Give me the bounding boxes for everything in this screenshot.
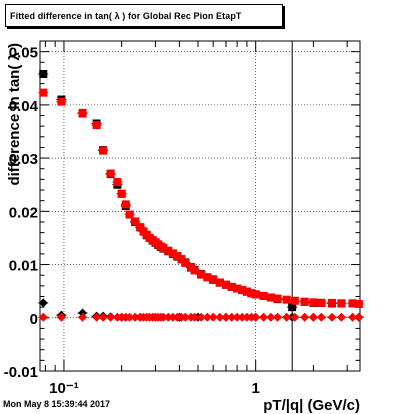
- axis-layer: [39, 40, 361, 372]
- data-point-diamond: [259, 312, 269, 322]
- data-point-square: [125, 210, 134, 219]
- data-point-diamond: [266, 312, 276, 322]
- data-point-square: [251, 290, 260, 299]
- data-point-square: [164, 246, 173, 255]
- data-point-diamond: [300, 312, 310, 322]
- data-point-diamond: [221, 312, 231, 322]
- data-point-diamond: [336, 312, 346, 322]
- data-layer: [38, 70, 364, 322]
- data-point-diamond: [354, 312, 364, 322]
- chart-title: Fitted difference in tan( λ ) for Global…: [10, 10, 242, 21]
- data-point-square: [173, 252, 182, 261]
- data-point-diamond: [316, 312, 326, 322]
- y-tick-label: 0.04: [9, 98, 39, 115]
- data-point-diamond: [125, 312, 135, 322]
- data-point-square: [337, 299, 346, 308]
- data-point-square: [39, 88, 48, 97]
- y-tick-label: 0.01: [9, 258, 38, 275]
- label-layer: -0.01 0 0.01 0.02 0.03 0.04 0.05 10⁻¹ 1pT/|q| (G…: [4, 43, 360, 414]
- data-point-diamond: [348, 312, 358, 322]
- y-tick-label: 0.05: [9, 45, 38, 62]
- data-point-diamond: [190, 312, 200, 322]
- data-point-square: [39, 70, 48, 78]
- data-point-square: [354, 299, 363, 308]
- data-point-diamond: [227, 312, 237, 322]
- data-point-square: [348, 299, 357, 308]
- data-point-square: [327, 298, 336, 307]
- y-tick-label: -0.01: [4, 364, 38, 381]
- data-point-square: [300, 297, 309, 306]
- data-point-square: [99, 146, 108, 155]
- x-axis-title: pT/|q| (GeV/c): [263, 397, 360, 414]
- data-point-square: [106, 169, 115, 178]
- x-tick-label: 1: [252, 380, 260, 397]
- data-point-diamond: [38, 312, 48, 322]
- data-point-square: [197, 270, 206, 279]
- plot-frame: [39, 40, 361, 372]
- grid-layer: [40, 41, 360, 372]
- data-point-square: [309, 298, 318, 307]
- data-point-diamond: [327, 312, 337, 322]
- data-point-square: [266, 293, 275, 302]
- data-point-square: [159, 244, 168, 253]
- data-point-square: [215, 278, 224, 287]
- title-box: Fitted difference in tan( λ ) for Global…: [5, 4, 283, 27]
- data-point-diamond: [38, 298, 48, 308]
- data-point-square: [92, 121, 101, 130]
- data-point-square: [247, 289, 256, 298]
- data-point-square: [290, 296, 299, 305]
- data-point-diamond: [232, 312, 242, 322]
- data-point-square: [273, 294, 282, 303]
- data-point-diamond: [130, 312, 140, 322]
- data-point-diamond: [273, 312, 283, 322]
- data-point-square: [288, 303, 297, 312]
- data-point-diamond: [56, 312, 66, 322]
- data-point-diamond: [92, 312, 102, 322]
- data-point-diamond: [290, 312, 300, 322]
- data-point-square: [117, 189, 126, 198]
- data-point-diamond: [215, 312, 225, 322]
- data-point-square: [181, 258, 190, 267]
- timestamp-footer: Mon May 8 15:39:44 2017: [3, 399, 111, 409]
- data-point-square: [203, 273, 212, 282]
- data-point-square: [136, 223, 145, 232]
- data-point-square: [190, 266, 199, 275]
- plot-area: [40, 41, 360, 371]
- data-point-square: [233, 284, 242, 293]
- data-point-square: [317, 298, 326, 307]
- data-point-square: [131, 217, 140, 226]
- y-tick-label: 0.02: [9, 204, 38, 221]
- data-point-square: [259, 291, 268, 300]
- data-point-diamond: [251, 312, 261, 322]
- x-tick-label: 10⁻¹: [49, 380, 79, 397]
- data-point-square: [221, 280, 230, 289]
- data-point-diamond: [202, 312, 212, 322]
- data-point-diamond: [106, 312, 116, 322]
- data-point-diamond: [180, 312, 190, 322]
- data-point-square: [57, 97, 66, 106]
- data-point-diamond: [196, 312, 206, 322]
- y-axis-title: difference in tan( λ ): [6, 43, 23, 186]
- data-point-square: [242, 287, 251, 296]
- data-point-square: [113, 178, 122, 187]
- data-point-diamond: [98, 312, 108, 322]
- data-point-square: [78, 108, 87, 117]
- data-point-square: [168, 249, 177, 258]
- data-point-diamond: [308, 312, 318, 322]
- y-tick-label: 0: [30, 311, 38, 328]
- data-point-square: [282, 295, 291, 304]
- data-point-square: [121, 200, 130, 209]
- data-point-diamond: [282, 312, 292, 322]
- data-point-square: [209, 275, 218, 284]
- y-tick-label: 0.03: [9, 151, 38, 168]
- data-point-square: [227, 282, 236, 291]
- data-point-diamond: [78, 312, 88, 322]
- data-point-square: [238, 286, 247, 295]
- data-point-diamond: [208, 312, 218, 322]
